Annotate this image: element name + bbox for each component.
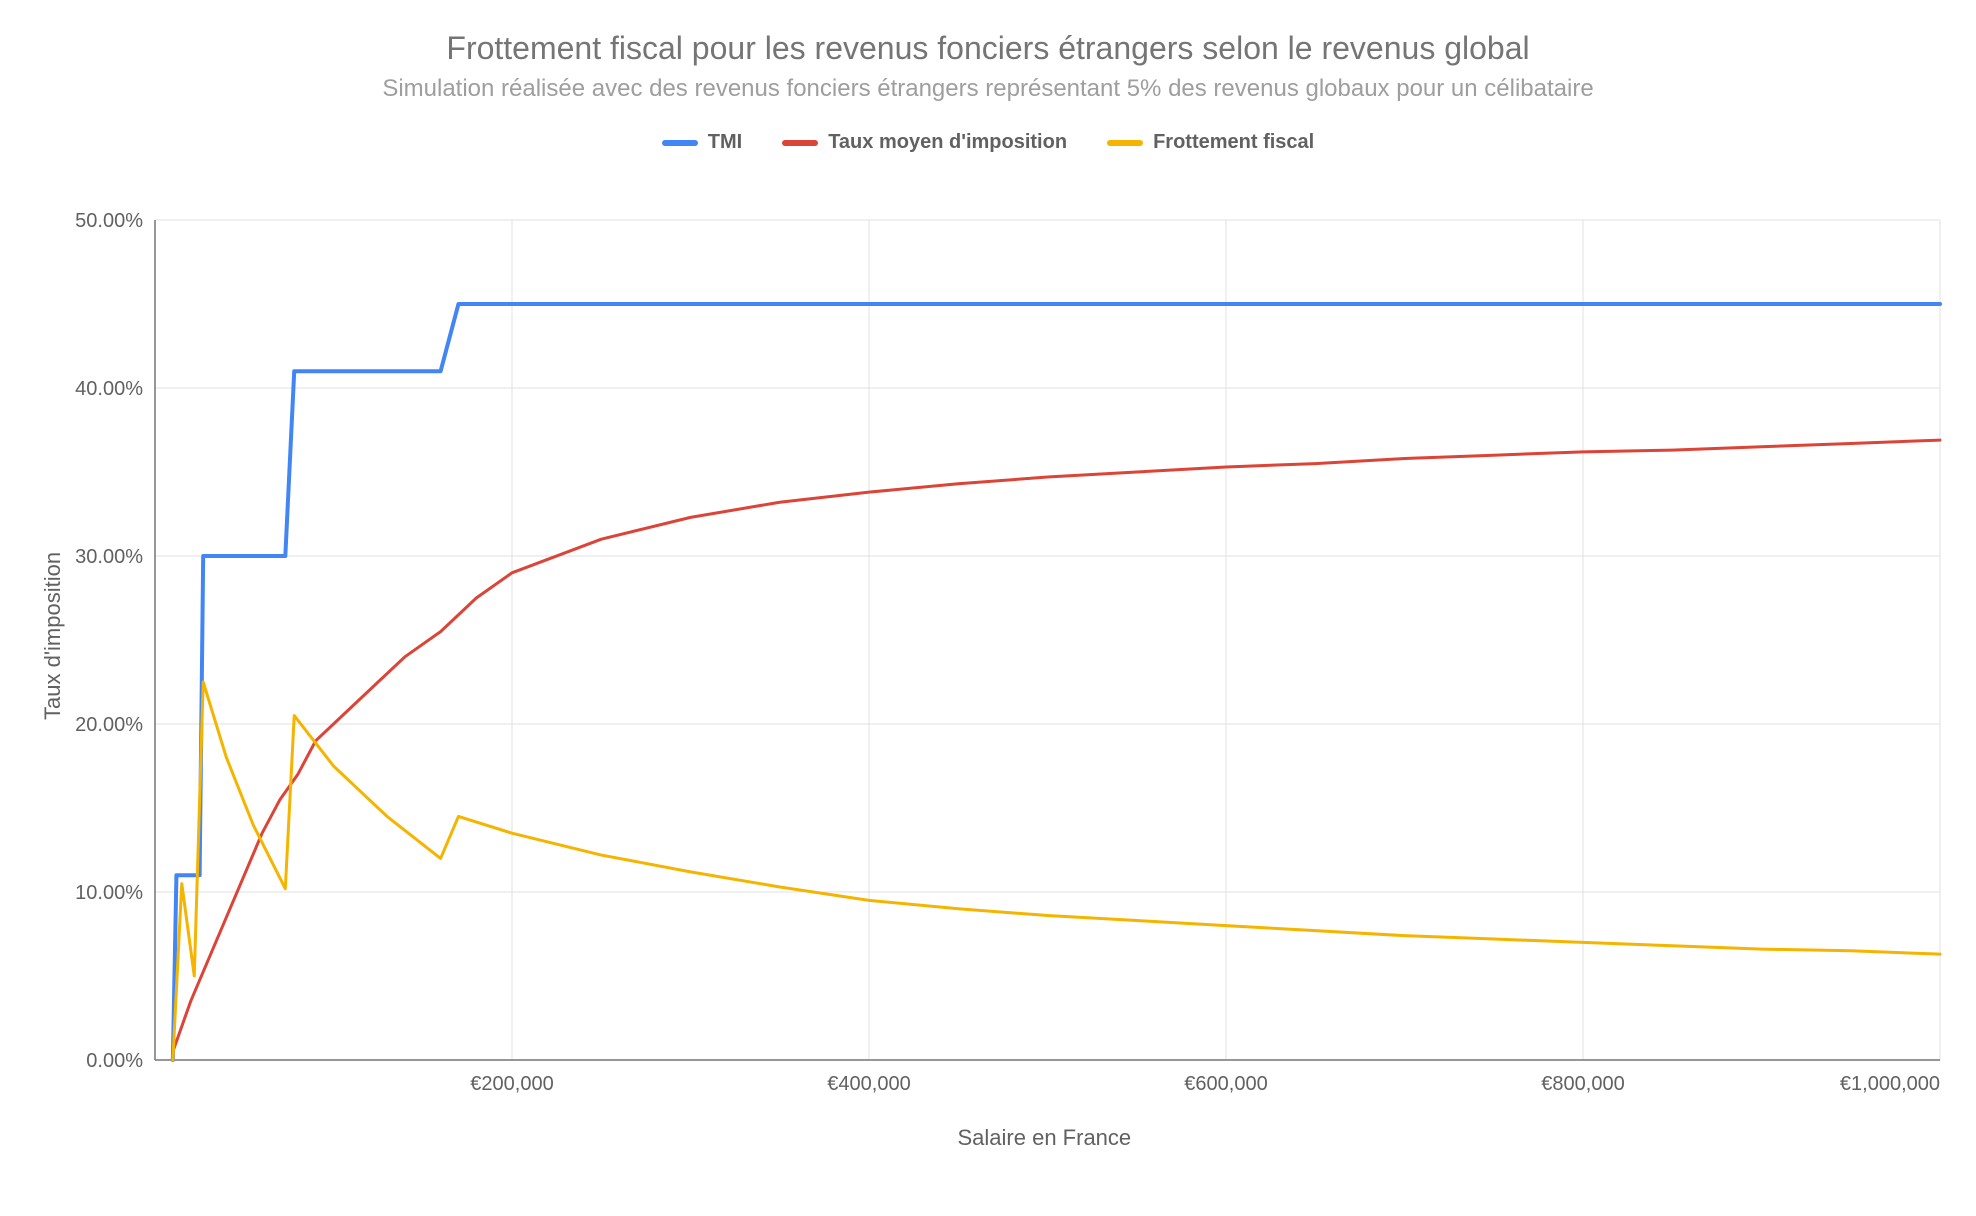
y-tick-labels: 0.00% 10.00% 20.00% 30.00% 40.00% 50.00% <box>75 210 143 1072</box>
series-line-frottement-fiscal <box>173 682 1940 1060</box>
chart-container: Frottement fiscal pour les revenus fonci… <box>0 0 1976 1216</box>
y-axis-label: Taux d'imposition <box>40 552 66 720</box>
series-group <box>173 304 1940 1060</box>
svg-text:10.00%: 10.00% <box>75 882 143 904</box>
svg-text:50.00%: 50.00% <box>75 210 143 232</box>
x-axis-label: Salaire en France <box>958 1125 1132 1151</box>
chart-svg: 0.00% 10.00% 20.00% 30.00% 40.00% 50.00% €200… <box>0 0 1976 1216</box>
svg-text:30.00%: 30.00% <box>75 546 143 568</box>
svg-text:€800,000: €800,000 <box>1541 1073 1624 1095</box>
axes <box>155 220 1940 1060</box>
svg-text:40.00%: 40.00% <box>75 378 143 400</box>
svg-text:€400,000: €400,000 <box>827 1073 910 1095</box>
svg-text:€200,000: €200,000 <box>470 1073 553 1095</box>
svg-text:0.00%: 0.00% <box>86 1050 143 1072</box>
svg-text:€600,000: €600,000 <box>1184 1073 1267 1095</box>
svg-text:20.00%: 20.00% <box>75 714 143 736</box>
gridlines <box>155 220 1940 1060</box>
x-tick-labels: €200,000 €400,000 €600,000 €800,000 €1,000,0… <box>470 1073 1940 1095</box>
svg-text:€1,000,000: €1,000,000 <box>1840 1073 1940 1095</box>
series-line-taux-moyen-d-imposition <box>173 440 1940 1052</box>
